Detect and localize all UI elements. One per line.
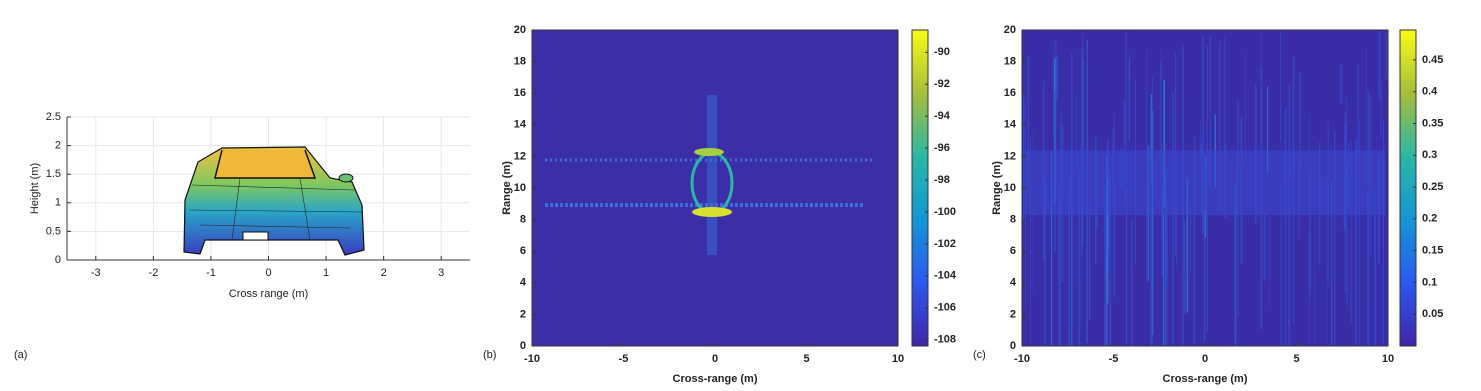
y-tick-label: 18: [1004, 56, 1016, 68]
colorbar-tick-label: -92: [934, 78, 950, 90]
y-tick-label: 14: [1004, 119, 1017, 131]
y-tick-label: 2.5: [46, 111, 61, 123]
x-tick-label: -10: [524, 353, 540, 365]
y-tick-label: 4: [1010, 277, 1017, 289]
colorbar: [911, 29, 929, 347]
colorbar-tick-label: 0.45: [1422, 54, 1443, 66]
heatmap-texture: [545, 95, 875, 255]
x-tick-label: 5: [1293, 353, 1299, 365]
colorbar-tick-label: 0.15: [1422, 245, 1443, 257]
panel-label: (a): [14, 349, 27, 361]
y-tick-label: 6: [520, 245, 526, 257]
y-axis-label: Range (m): [991, 161, 1003, 215]
y-tick-label: 12: [1004, 150, 1016, 162]
plot-frame: [531, 29, 899, 347]
colorbar-tick-label: -100: [934, 206, 956, 218]
colorbar-tick-label: -104: [934, 270, 957, 282]
colorbar-tick-label: 0.25: [1422, 181, 1443, 193]
y-axis-label: Height (m): [29, 163, 41, 214]
colorbar-tick-label: -108: [934, 334, 956, 346]
plot-frame: [1021, 29, 1389, 347]
x-tick-label: 2: [381, 267, 387, 279]
panel-c: [1022, 30, 1388, 346]
y-tick-label: 20: [514, 24, 526, 36]
x-axis-label: Cross-range (m): [1163, 373, 1248, 385]
y-tick-label: 0: [520, 340, 526, 352]
x-tick-label: -3: [91, 267, 101, 279]
y-tick-label: 8: [520, 214, 526, 226]
band: [1025, 150, 1385, 215]
x-tick-label: -5: [619, 353, 629, 365]
x-tick-label: 10: [892, 353, 904, 365]
heatmap-texture: [1022, 30, 1388, 346]
y-tick-label: 2: [520, 308, 526, 320]
x-tick-label: 1: [323, 267, 329, 279]
colorbar-tick-label: 0.1: [1422, 276, 1437, 288]
colorbar-tick-label: -90: [934, 46, 950, 58]
colorbar-tick-label: 0.4: [1422, 86, 1438, 98]
y-axis-label: Range (m): [501, 161, 513, 215]
colorbar-tick-label: 0.35: [1422, 117, 1443, 129]
colorbar-tick-label: 0.2: [1422, 213, 1437, 225]
panel-b: [532, 30, 898, 346]
y-tick-label: 14: [514, 119, 527, 131]
y-tick-label: 8: [1010, 214, 1016, 226]
y-tick-label: 16: [1004, 87, 1016, 99]
y-tick-label: 12: [514, 150, 526, 162]
y-tick-label: 10: [514, 182, 526, 194]
panel-label: (b): [483, 349, 496, 361]
colorbar-tick-label: 0.05: [1422, 308, 1443, 320]
x-tick-label: -1: [206, 267, 216, 279]
y-tick-label: 1: [55, 197, 61, 209]
colorbar: [1399, 29, 1417, 347]
y-tick-label: 6: [1010, 245, 1016, 257]
y-tick-label: 18: [514, 56, 526, 68]
x-tick-label: 10: [1382, 353, 1394, 365]
y-tick-label: 1.5: [46, 168, 61, 180]
y-tick-label: 2: [1010, 308, 1016, 320]
colorbar-tick-label: -96: [934, 142, 950, 154]
car-mesh: [183, 146, 365, 256]
x-axis-label: Cross range (m): [229, 288, 308, 300]
y-tick-label: 0.5: [46, 225, 61, 237]
colorbar-tick-label: -94: [934, 110, 951, 122]
x-axis-label: Cross-range (m): [673, 373, 758, 385]
x-tick-label: 0: [712, 353, 718, 365]
y-tick-label: 0: [55, 254, 61, 266]
panel-label: (c): [973, 349, 986, 361]
colorbar-tick-label: -98: [934, 174, 950, 186]
y-tick-label: 10: [1004, 182, 1016, 194]
y-tick-label: 16: [514, 87, 526, 99]
y-tick-label: 4: [520, 277, 527, 289]
x-tick-label: 3: [438, 267, 444, 279]
y-tick-label: 20: [1004, 24, 1016, 36]
y-tick-label: 2: [55, 140, 61, 152]
y-tick-label: 0: [1010, 340, 1016, 352]
x-tick-label: -5: [1109, 353, 1119, 365]
x-tick-label: 0: [265, 267, 271, 279]
x-tick-label: -10: [1014, 353, 1030, 365]
colorbar-tick-label: 0.3: [1422, 149, 1437, 161]
colorbar-tick-label: -102: [934, 238, 956, 250]
colorbar-tick-label: -106: [934, 302, 956, 314]
x-tick-label: -2: [148, 267, 158, 279]
x-tick-label: 5: [803, 353, 809, 365]
x-tick-label: 0: [1202, 353, 1208, 365]
